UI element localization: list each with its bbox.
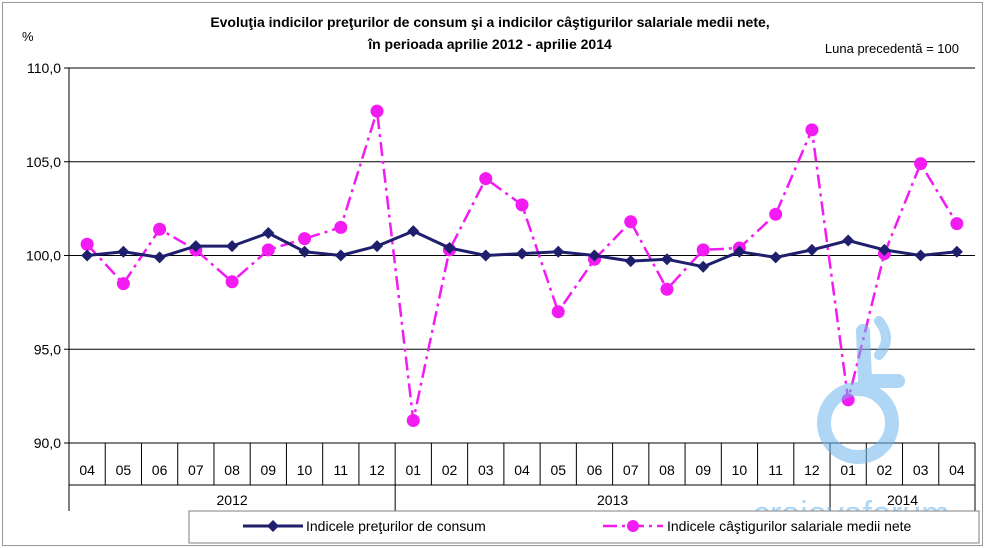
- data-point-wages: [153, 222, 167, 236]
- x-tick-label: 09: [695, 462, 711, 478]
- x-tick-label: 08: [659, 462, 675, 478]
- data-point-cpi: [226, 240, 239, 253]
- data-point-cpi: [153, 251, 166, 264]
- y-axis-ticks: 90,0 95,0 100,0 105,0 110,0: [26, 60, 69, 451]
- x-tick-label: 04: [949, 462, 965, 478]
- data-point-wages: [116, 277, 130, 291]
- data-point-cpi: [479, 249, 492, 262]
- y-tick-label: 95,0: [34, 341, 61, 357]
- x-tick-label: 06: [152, 462, 168, 478]
- chart-note: Luna precedentă = 100: [825, 41, 959, 56]
- x-tick-label: 10: [732, 462, 748, 478]
- x-tick-label: 01: [840, 462, 856, 478]
- legend-marker-cpi: [267, 520, 279, 532]
- data-point-wages: [225, 275, 239, 289]
- data-point-wages: [261, 243, 275, 257]
- data-point-cpi: [588, 249, 601, 262]
- legend-label-cpi: Indicele preţurilor de consum: [306, 518, 486, 534]
- data-point-cpi: [552, 245, 565, 258]
- chart-svg: Evoluţia indicilor preţurilor de consum …: [22, 14, 980, 544]
- data-point-wages: [334, 220, 348, 234]
- data-point-wages: [298, 232, 312, 246]
- data-point-cpi: [262, 227, 275, 239]
- x-tick-label: 03: [478, 462, 494, 478]
- data-point-cpi: [733, 245, 746, 258]
- data-point-cpi: [805, 243, 818, 256]
- y-tick-label: 100,0: [26, 248, 61, 264]
- data-point-cpi: [697, 260, 710, 273]
- data-point-cpi: [334, 249, 347, 262]
- year-label: 2013: [597, 492, 628, 508]
- y-axis-label: %: [22, 29, 34, 44]
- chart-subtitle: în perioada aprilie 2012 - aprilie 2014: [367, 36, 612, 52]
- x-tick-label: 09: [261, 462, 277, 478]
- x-tick-label: 12: [369, 462, 385, 478]
- legend-item-wages: Indicele câştigurilor salariale medii ne…: [603, 518, 912, 534]
- x-tick-label: 06: [587, 462, 603, 478]
- x-tick-label: 07: [188, 462, 204, 478]
- data-point-cpi: [660, 253, 673, 266]
- x-tick-label: 07: [623, 462, 639, 478]
- x-tick-label: 02: [877, 462, 893, 478]
- y-tick-label: 110,0: [27, 60, 61, 76]
- wheelchair-logo-icon: [817, 316, 905, 464]
- data-point-cpi: [950, 245, 963, 258]
- y-tick-label: 90,0: [34, 435, 61, 451]
- legend-marker-wages: [627, 520, 639, 532]
- x-tick-label: 05: [550, 462, 566, 478]
- data-point-wages: [950, 217, 964, 231]
- x-axis-categories: 04 05 06 07 08 09 10 11 12 01 02 03 04 05 06 07 08 09 10 11…: [79, 443, 965, 511]
- data-point-cpi: [914, 249, 927, 262]
- data-point-wages: [769, 207, 783, 221]
- legend-label-wages: Indicele câştigurilor salariale medii ne…: [667, 518, 912, 534]
- data-point-wages: [370, 104, 384, 118]
- data-point-cpi: [516, 247, 528, 260]
- series-layer: [80, 104, 964, 427]
- data-point-wages: [805, 123, 819, 137]
- data-point-cpi: [443, 242, 456, 254]
- x-tick-label: 08: [224, 462, 240, 478]
- legend-box: [188, 510, 980, 544]
- data-point-cpi: [878, 243, 891, 256]
- data-point-wages: [551, 305, 565, 319]
- y-tick-label: 105,0: [26, 154, 61, 170]
- data-point-cpi: [842, 234, 855, 247]
- data-point-wages: [515, 198, 529, 212]
- data-point-wages: [914, 157, 928, 171]
- x-tick-label: 04: [514, 462, 530, 478]
- data-point-wages: [660, 282, 674, 296]
- series-line-wages: [86, 109, 958, 422]
- data-point-cpi: [189, 240, 202, 253]
- legend-item-cpi: Indicele preţurilor de consum: [243, 518, 486, 534]
- x-tick-label: 05: [116, 462, 132, 478]
- data-point-cpi: [117, 245, 130, 258]
- x-tick-label: 11: [768, 462, 783, 478]
- data-point-cpi: [407, 225, 420, 238]
- x-tick-label: 01: [405, 462, 421, 478]
- data-point-wages: [479, 172, 493, 186]
- grid-lines: [69, 67, 975, 350]
- data-point-cpi: [769, 251, 782, 264]
- x-tick-label: 11: [334, 462, 349, 478]
- data-point-wages: [696, 243, 710, 257]
- legend: Indicele preţurilor de consum Indicele c…: [188, 510, 980, 544]
- chart-title: Evoluţia indicilor preţurilor de consum …: [210, 14, 769, 30]
- x-tick-label: 12: [804, 462, 820, 478]
- watermark: craiovaforum: [753, 316, 950, 533]
- data-point-wages: [406, 414, 420, 427]
- year-label: 2012: [217, 492, 248, 508]
- data-point-cpi: [371, 240, 384, 253]
- data-point-cpi: [298, 245, 311, 258]
- data-point-wages: [80, 237, 94, 251]
- x-tick-label: 02: [442, 462, 458, 478]
- x-tick-label: 04: [79, 462, 95, 478]
- x-tick-label: 03: [913, 462, 929, 478]
- year-label: 2014: [887, 492, 918, 508]
- x-tick-label: 10: [297, 462, 313, 478]
- data-point-wages: [624, 215, 638, 229]
- data-point-cpi: [81, 249, 94, 262]
- data-point-cpi: [624, 255, 637, 268]
